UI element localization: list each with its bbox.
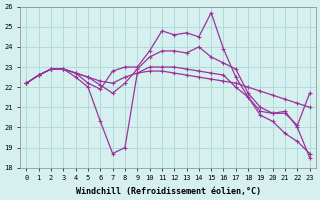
X-axis label: Windchill (Refroidissement éolien,°C): Windchill (Refroidissement éolien,°C) <box>76 187 260 196</box>
